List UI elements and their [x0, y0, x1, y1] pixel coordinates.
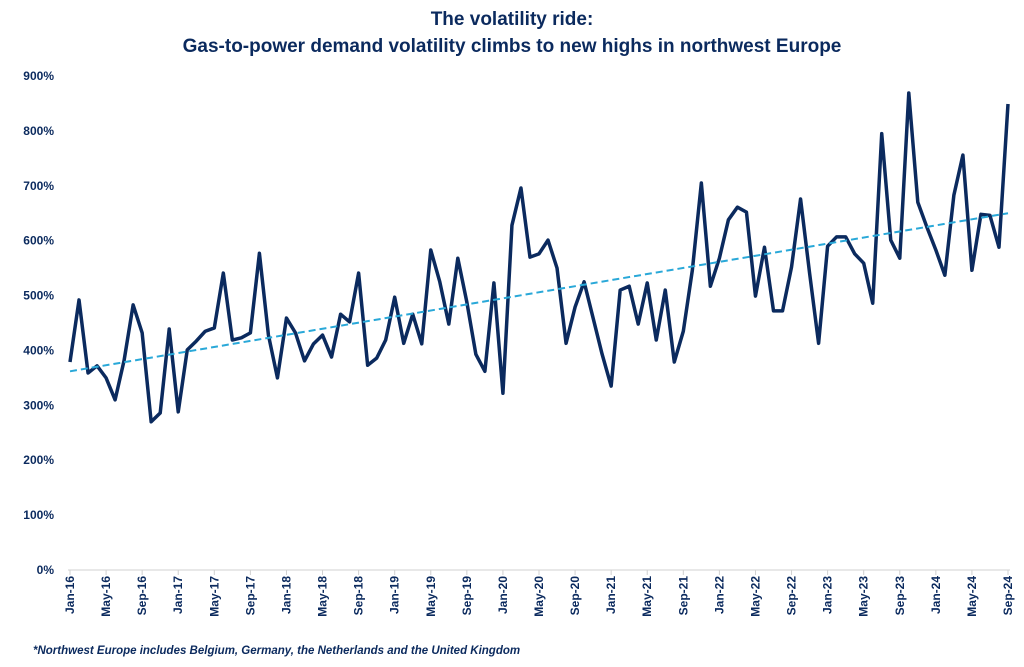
y-tick-label: 400%	[23, 343, 54, 357]
x-tick-label: Jan-17	[171, 576, 185, 614]
x-tick-label: May-16	[99, 576, 113, 617]
x-tick-label: Sep-23	[893, 576, 907, 616]
x-tick-label: May-17	[207, 576, 221, 617]
x-tick-label: May-19	[424, 576, 438, 617]
y-tick-label: 0%	[37, 563, 55, 577]
y-tick-label: 300%	[23, 398, 54, 412]
x-tick-label: Jan-22	[712, 576, 726, 614]
footnote: *Northwest Europe includes Belgium, Germ…	[33, 645, 521, 657]
y-tick-label: 100%	[23, 508, 54, 522]
y-tick-label: 900%	[23, 69, 54, 83]
x-tick-label: Sep-22	[785, 576, 799, 616]
series-line	[68, 91, 1010, 424]
x-tick-label: May-24	[965, 576, 979, 617]
x-tick-label: Sep-18	[352, 576, 366, 616]
x-tick-label: Jan-20	[496, 576, 510, 614]
x-tick-label: Sep-20	[568, 576, 582, 616]
x-tick-label: Jan-21	[604, 576, 618, 614]
trend-line	[69, 212, 1009, 373]
x-tick-label: Sep-17	[243, 576, 257, 616]
y-tick-label: 600%	[23, 234, 54, 248]
x-tick-label: Jan-23	[821, 576, 835, 614]
x-tick-label: May-22	[748, 576, 762, 617]
y-tick-label: 700%	[23, 179, 54, 193]
y-tick-label: 800%	[23, 124, 54, 138]
x-tick-label: May-23	[857, 576, 871, 617]
x-tick-label: Sep-16	[135, 576, 149, 616]
x-tick-label: Sep-21	[676, 576, 690, 616]
chart-title: The volatility ride:	[430, 9, 594, 30]
x-tick-label: Jan-24	[929, 576, 943, 614]
x-tick-label: May-20	[532, 576, 546, 617]
x-tick-label: May-21	[640, 576, 654, 617]
y-tick-label: 500%	[23, 289, 54, 303]
x-tick-label: Jan-19	[388, 576, 402, 614]
x-tick-label: Jan-18	[279, 576, 293, 614]
x-tick-label: Sep-19	[460, 576, 474, 616]
y-tick-label: 200%	[23, 453, 54, 467]
chart-subtitle: Gas-to-power demand volatility climbs to…	[182, 36, 842, 57]
x-tick-label: May-18	[316, 576, 330, 617]
x-tick-label: Sep-24	[1001, 576, 1015, 616]
x-tick-label: Jan-16	[63, 576, 77, 614]
